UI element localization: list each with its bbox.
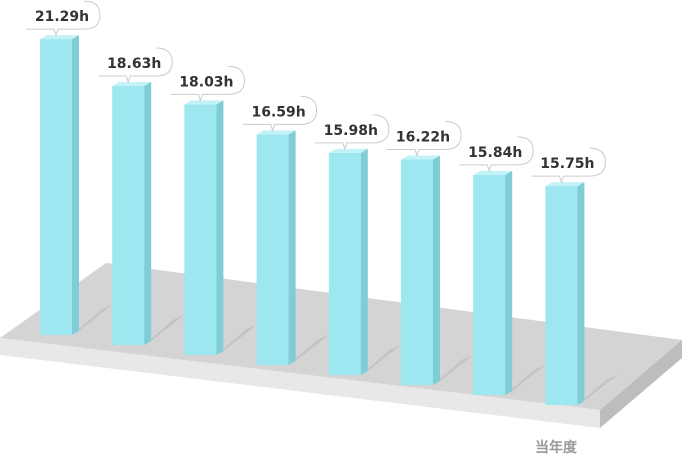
value-label: 21.29h: [35, 9, 89, 25]
value-label: 15.84h: [468, 145, 522, 161]
bar-front: [112, 86, 145, 345]
bar-front: [40, 39, 72, 335]
label-bubble: [531, 147, 606, 184]
bar-side: [433, 155, 440, 385]
bar-side: [216, 100, 224, 356]
bar-top: [401, 155, 440, 160]
label-bubble: [26, 0, 101, 37]
bar-shadow: [505, 365, 546, 395]
bar-side: [360, 148, 368, 375]
bar-top: [256, 130, 296, 135]
bar-side: [577, 182, 585, 405]
bar-front: [401, 159, 433, 385]
label-bubble: [459, 136, 534, 173]
bar-shadow: [144, 315, 185, 345]
bar-front: [473, 174, 506, 395]
bar: [401, 155, 440, 385]
bar-top: [40, 35, 79, 40]
bar-side: [72, 35, 79, 335]
label-bubble: [242, 95, 318, 132]
bar-front: [545, 186, 578, 405]
value-label: 18.03h: [179, 74, 233, 90]
bar-shadow: [288, 335, 329, 365]
bar: [256, 130, 296, 365]
bar-side: [288, 130, 296, 365]
bar-front: [328, 152, 361, 375]
bar-top: [184, 100, 224, 105]
value-label: 16.22h: [396, 130, 450, 146]
bar-shadow: [433, 355, 473, 385]
bar: [545, 182, 585, 405]
value-label: 15.75h: [540, 156, 594, 172]
bar: [184, 100, 224, 356]
bar-shadow: [360, 345, 401, 375]
floor-front: [0, 338, 600, 428]
label-bubble: [170, 65, 245, 102]
bar: [40, 35, 79, 335]
bar-side: [505, 170, 513, 395]
bar-top: [473, 170, 513, 175]
floor-side: [600, 340, 682, 428]
bar: [328, 148, 368, 375]
bar-shadow: [72, 305, 112, 335]
label-bubble: [98, 47, 173, 84]
bar-top: [328, 148, 368, 153]
bar-shadow: [216, 325, 257, 355]
label-bubble: [314, 114, 390, 151]
bar: [473, 170, 513, 395]
label-bubble: [387, 121, 462, 158]
bar-top: [112, 82, 152, 87]
value-label: 18.63h: [107, 56, 161, 72]
bar-front: [256, 134, 289, 365]
bar: [112, 82, 152, 345]
bar-shadow: [577, 375, 618, 405]
x-axis-label: 当年度: [535, 439, 578, 456]
value-label: 16.59h: [251, 104, 305, 120]
bar-front: [184, 104, 217, 356]
bar-top: [545, 182, 585, 187]
bar-side: [144, 82, 152, 345]
value-label: 15.98h: [324, 123, 378, 139]
